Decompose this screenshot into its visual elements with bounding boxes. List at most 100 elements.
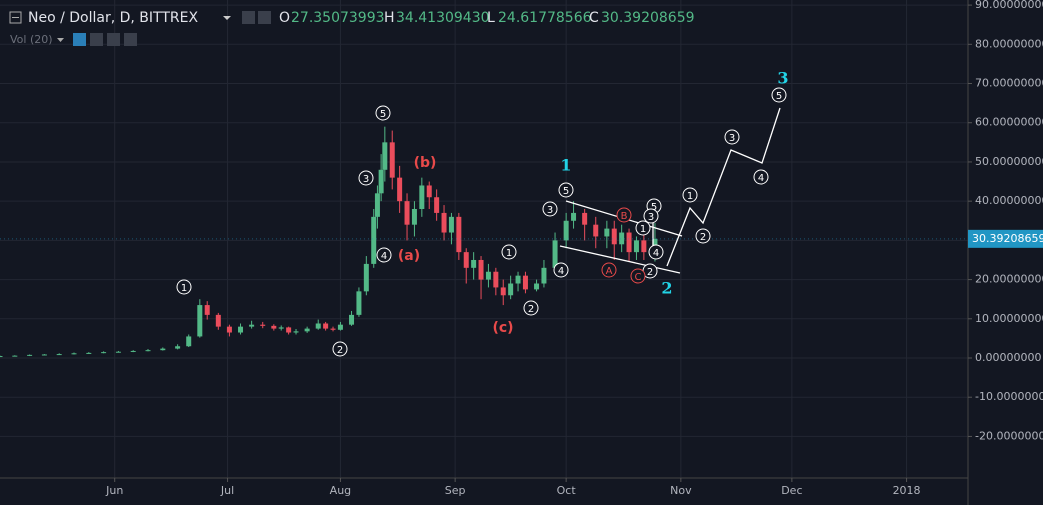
wave-label: 1 xyxy=(560,156,571,175)
wave-circle xyxy=(558,182,574,198)
y-tick-label: 70.00000000 xyxy=(975,77,1043,90)
candle-body xyxy=(115,351,121,353)
settings-button[interactable] xyxy=(242,11,255,24)
wave-label: 4 xyxy=(653,248,659,259)
candle-body xyxy=(86,352,92,354)
x-tick-label: Jul xyxy=(220,484,234,497)
wave-label: 1 xyxy=(687,191,693,202)
wave-label: 1 xyxy=(506,248,512,259)
wave-label: 2 xyxy=(528,304,534,315)
candle-body xyxy=(71,353,77,355)
candle-body xyxy=(426,185,432,198)
wave-label: 5 xyxy=(563,186,569,197)
candle-body xyxy=(508,283,514,296)
wave-circle xyxy=(630,268,646,284)
wave-label: (c) xyxy=(492,320,513,336)
candle-body xyxy=(441,212,447,233)
last-price-label: 30.39208659 xyxy=(972,232,1043,245)
candle-body xyxy=(204,305,210,315)
wave-circle xyxy=(523,300,539,316)
low-label: L xyxy=(487,10,495,26)
wave-label: 5 xyxy=(776,91,782,102)
wave-label: 2 xyxy=(647,267,653,278)
open-label: O xyxy=(279,10,290,26)
settings-button-2[interactable] xyxy=(258,11,271,24)
candle-body xyxy=(641,240,647,253)
wave-circle xyxy=(616,207,632,223)
candle-body xyxy=(304,328,310,332)
channel-line xyxy=(559,245,681,274)
candle-body xyxy=(448,216,454,233)
wave-circle xyxy=(648,244,664,260)
candle-body xyxy=(12,355,18,357)
candle-body xyxy=(0,356,3,358)
candle-body xyxy=(160,348,166,351)
candle-body xyxy=(633,240,639,253)
candle-body xyxy=(404,201,410,225)
wave-label: 4 xyxy=(381,251,387,262)
high-value: 34.41309430 xyxy=(396,10,490,26)
wave-circle xyxy=(542,201,558,217)
symbol[interactable]: Neo / Dollar, D, BITTREX xyxy=(28,10,198,26)
y-tick-label: 60.00000000 xyxy=(975,116,1043,129)
wave-circle xyxy=(553,262,569,278)
candle-body xyxy=(260,324,266,326)
y-tick-label: 90.00000000 xyxy=(975,0,1043,11)
wave-circle xyxy=(753,169,769,185)
candle-body xyxy=(293,331,299,333)
candle-body xyxy=(101,352,107,354)
eye-button[interactable] xyxy=(73,33,86,46)
x-tick-label: Sep xyxy=(445,484,466,497)
wave-label: 4 xyxy=(558,266,564,277)
wave-label: 3 xyxy=(648,212,654,223)
x-tick-label: Oct xyxy=(557,484,577,497)
y-tick-label: -10.00000000 xyxy=(975,390,1043,403)
candle-body xyxy=(363,263,369,292)
wave-label: 3 xyxy=(729,133,735,144)
candle-body xyxy=(323,323,329,329)
candle-body xyxy=(534,283,540,290)
candle-body xyxy=(337,324,343,330)
wave-circle xyxy=(635,220,651,236)
y-tick-label: 80.00000000 xyxy=(975,37,1043,50)
wave-label: 2 xyxy=(700,232,706,243)
more-button[interactable] xyxy=(107,33,120,46)
wave-label: 2 xyxy=(337,345,343,356)
candle-body xyxy=(604,228,610,237)
high-label: H xyxy=(384,10,395,26)
wave-label: 2 xyxy=(661,279,672,298)
candle-body xyxy=(522,275,528,290)
volume-dropdown[interactable] xyxy=(57,38,64,42)
axes: -20.00000000 -10.00000000 0.00000000 10.000… xyxy=(105,0,1043,497)
candle-body xyxy=(571,212,577,221)
candle-body xyxy=(389,142,395,178)
candle-body xyxy=(356,291,362,315)
candle-body xyxy=(619,232,625,245)
candle-body xyxy=(382,142,388,170)
symbol-dropdown[interactable] xyxy=(223,16,231,20)
settings-button-3[interactable] xyxy=(90,33,103,46)
wave-label: 3 xyxy=(547,205,553,216)
remove-button[interactable] xyxy=(124,33,137,46)
candle-body xyxy=(238,326,244,333)
wave-circle xyxy=(376,247,392,263)
candle-body xyxy=(349,314,355,325)
wave-circle xyxy=(695,228,711,244)
y-tick-label: 10.00000000 xyxy=(975,312,1043,325)
candle-body xyxy=(145,350,151,352)
candle-body xyxy=(593,224,599,237)
wave-circle xyxy=(601,262,617,278)
candle-body xyxy=(41,354,47,356)
candle-body xyxy=(286,327,292,333)
candle-body xyxy=(552,240,558,268)
candle-body xyxy=(315,323,321,329)
wave-label: 4 xyxy=(758,173,764,184)
volume-label[interactable]: Vol (20) xyxy=(10,33,53,46)
wave-circle xyxy=(724,129,740,145)
y-tick-label: -20.00000000 xyxy=(975,429,1043,442)
collapse-icon[interactable] xyxy=(9,11,22,24)
x-tick-label: 2018 xyxy=(893,484,921,497)
candle-body xyxy=(56,354,62,356)
